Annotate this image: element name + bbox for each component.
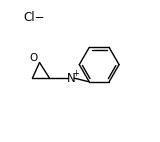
Text: Cl−: Cl− — [24, 11, 45, 24]
Text: +: + — [72, 69, 79, 78]
Text: O: O — [30, 53, 38, 62]
Text: N: N — [67, 72, 76, 85]
